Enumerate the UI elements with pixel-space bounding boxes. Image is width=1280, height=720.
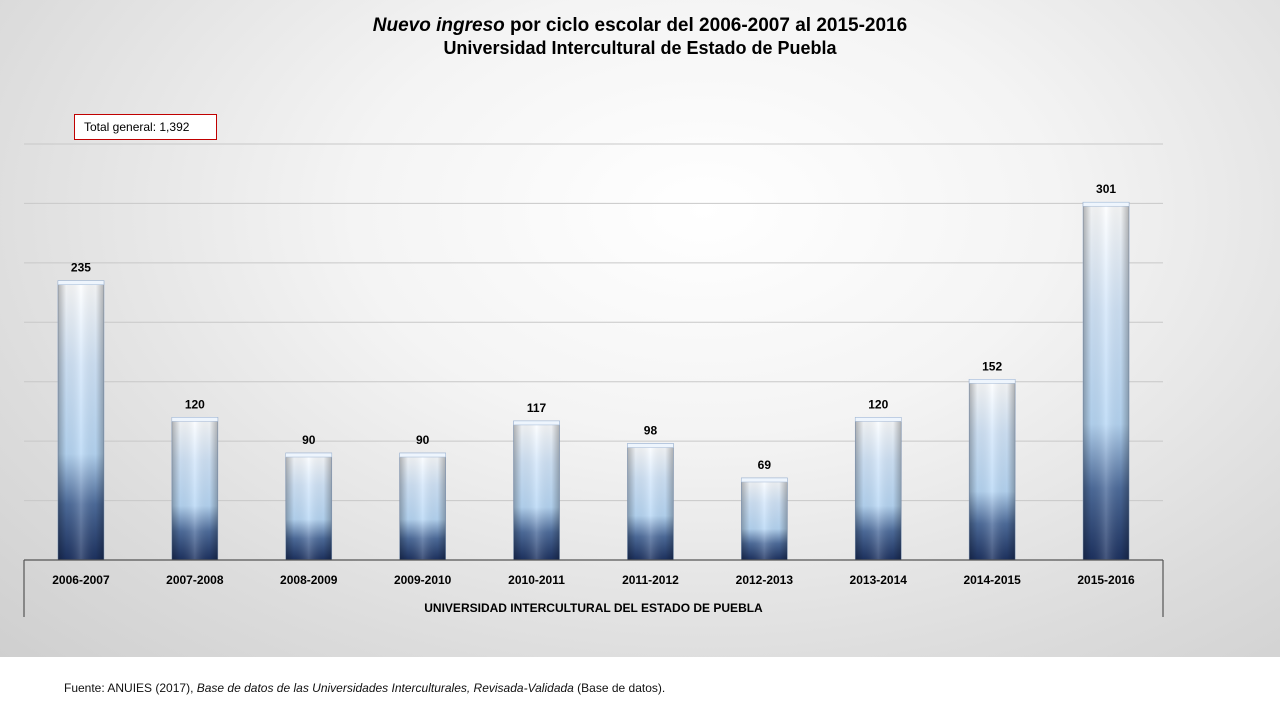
chart-title-italic: Nuevo ingreso [372,15,505,36]
x-tick-label: 2008-2009 [280,573,338,587]
x-axis [23,559,1164,617]
bar-2012-2013 [741,477,788,561]
data-label: 117 [527,401,547,415]
x-tick-label: 2015-2016 [1077,573,1135,587]
bar-2006-2007 [57,280,105,561]
source-note: Fuente: ANUIES (2017), Base de datos de … [64,681,665,695]
source-suffix: (Base de datos). [573,681,666,695]
x-tick-label: 2007-2008 [166,573,224,587]
data-label: 69 [758,458,772,472]
x-tick-label: 2010-2011 [508,573,565,587]
total-general-box: Total general: 1,392 [74,114,217,140]
data-label: 301 [1096,182,1116,196]
chart-subtitle: Universidad Intercultural de Estado de P… [443,38,837,58]
x-tick-label: 2012-2013 [736,573,794,587]
data-label: 90 [302,433,316,447]
chart-title-rest: por ciclo escolar del 2006-2007 al 2015-… [504,15,908,36]
labels: 235 2006-2007 120 2007-2008 90 2008-2009 90 200… [52,182,1135,615]
bar-2010-2011 [513,420,560,561]
x-tick-label: 2014-2015 [963,573,1021,587]
source-italic: Base de datos de las Universidades Inter… [196,681,574,695]
source-prefix: Fuente: ANUIES (2017), [64,681,197,695]
bar-2009-2010 [399,452,446,561]
x-tick-label: 2006-2007 [52,573,110,587]
bar-2015-2016 [1082,201,1130,561]
data-label: 120 [868,397,888,411]
x-tick-label: 2013-2014 [850,573,908,587]
x-tick-label: 2009-2010 [394,573,452,587]
bar-2013-2014 [854,417,902,561]
data-label: 152 [982,359,1002,373]
data-label: 235 [71,261,91,275]
bar-2008-2009 [285,452,333,561]
data-label: 98 [644,424,658,438]
data-label: 120 [185,397,205,411]
data-label: 90 [416,433,430,447]
chart-area: 235 2006-2007 120 2007-2008 90 2008-2009 90 200… [0,0,1280,657]
bars [57,201,1130,561]
bar-chart: 235 2006-2007 120 2007-2008 90 2008-2009 90 200… [23,143,1164,617]
x-axis-title: UNIVERSIDAD INTERCULTURAL DEL ESTADO DE … [424,601,763,615]
x-tick-label: 2011-2012 [622,573,679,587]
bar-2011-2012 [627,443,674,561]
chart-title: Nuevo ingreso por ciclo escolar del 2006… [0,15,1280,37]
bar-2007-2008 [171,417,219,561]
bar-2014-2015 [968,379,1016,561]
